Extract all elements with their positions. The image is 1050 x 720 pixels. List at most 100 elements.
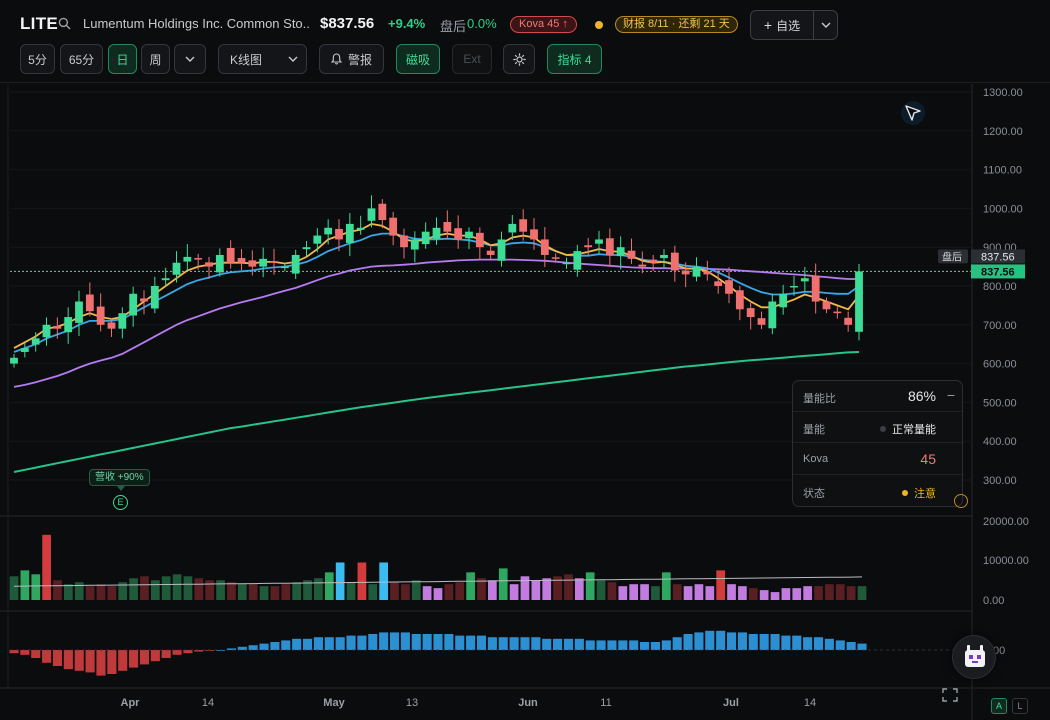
interval-day[interactable]: 日 bbox=[108, 44, 137, 74]
plus-icon: + bbox=[763, 17, 773, 33]
macd-bar bbox=[444, 634, 454, 650]
macd-bar bbox=[183, 650, 193, 654]
candle-body bbox=[616, 247, 625, 257]
log-scale-button[interactable]: L bbox=[1012, 698, 1028, 714]
macd-bar bbox=[661, 640, 671, 650]
candles bbox=[10, 195, 863, 368]
macd-bar bbox=[335, 637, 345, 650]
header-bar: LITE Lumentum Holdings Inc. Common Sto..… bbox=[0, 0, 1050, 48]
macd-bar bbox=[259, 643, 269, 650]
volume-bar bbox=[585, 572, 595, 600]
macd-bar bbox=[63, 650, 73, 670]
assistant-bot-icon[interactable] bbox=[952, 635, 996, 679]
volume-bar bbox=[74, 582, 84, 600]
earnings-badge[interactable]: 财报 8/11 · 还剩 21 天 bbox=[615, 16, 738, 33]
volume-bar bbox=[814, 586, 823, 600]
macd-bar bbox=[846, 642, 856, 650]
ticker-symbol[interactable]: LITE bbox=[20, 14, 59, 33]
volume-bar bbox=[96, 584, 106, 600]
candle-body bbox=[248, 260, 257, 267]
volume-bar bbox=[292, 582, 302, 600]
volume-bar bbox=[803, 586, 812, 600]
chevron-down-icon bbox=[185, 56, 195, 62]
collapse-button[interactable]: − bbox=[946, 387, 955, 403]
candle-body bbox=[10, 357, 18, 364]
macd-bar bbox=[205, 650, 215, 651]
candle-body bbox=[649, 259, 658, 263]
volume-bar bbox=[324, 572, 334, 600]
interval-65min[interactable]: 65分 bbox=[60, 44, 103, 74]
search-icon[interactable] bbox=[58, 17, 71, 30]
candle-body bbox=[811, 275, 820, 302]
fullscreen-icon[interactable] bbox=[940, 686, 960, 704]
indicators-button[interactable]: 指标 4 bbox=[547, 44, 602, 74]
volume-tick-label: 20000.00 bbox=[983, 516, 1029, 528]
add-watchlist-button[interactable]: + 自选 bbox=[751, 11, 813, 39]
macd-bar bbox=[813, 637, 824, 650]
candle-body bbox=[215, 254, 224, 273]
earnings-marker-icon[interactable]: E bbox=[113, 495, 128, 510]
volume-bar bbox=[716, 570, 726, 600]
volume-bar bbox=[42, 534, 51, 600]
volume-bar bbox=[259, 586, 269, 600]
kova-badge[interactable]: Kova 45 ↑ bbox=[510, 16, 577, 33]
chart-type-label: K线图 bbox=[230, 52, 263, 67]
candle-body bbox=[519, 219, 528, 232]
price-axis: 1300.001200.001100.001000.00900.00800.00… bbox=[938, 87, 1029, 657]
time-tick-label: Jul bbox=[723, 697, 739, 709]
macd-bar bbox=[52, 650, 63, 666]
volume-bar bbox=[401, 584, 410, 600]
volume-bar bbox=[31, 574, 41, 600]
interval-week[interactable]: 周 bbox=[141, 44, 170, 74]
after-hours-tag: 盘后 bbox=[942, 250, 962, 263]
macd-bar bbox=[748, 634, 758, 650]
price-tick-label: 1300.00 bbox=[983, 87, 1023, 99]
volume-bar bbox=[270, 586, 280, 600]
kova-label: Kova bbox=[803, 453, 829, 465]
earnings-note-pill[interactable]: 营收 +90% bbox=[89, 469, 150, 486]
price-tick-label: 1000.00 bbox=[983, 203, 1023, 215]
volume-bar bbox=[129, 578, 138, 600]
alert-button[interactable]: 警报 bbox=[319, 44, 384, 74]
volume-tick-label: 0.00 bbox=[983, 595, 1004, 607]
macd-bar bbox=[553, 638, 563, 650]
candle-body bbox=[31, 338, 40, 345]
extended-hours-toggle[interactable]: Ext bbox=[452, 44, 492, 74]
volume-bars bbox=[9, 534, 867, 600]
interval-5min[interactable]: 5分 bbox=[20, 44, 55, 74]
volume-bar bbox=[835, 584, 845, 600]
header-divider bbox=[0, 82, 1050, 83]
watchlist-dropdown[interactable] bbox=[814, 11, 838, 39]
macd-bar bbox=[324, 637, 334, 650]
price-tick-label: 1200.00 bbox=[983, 126, 1023, 138]
volume-bar bbox=[759, 590, 769, 600]
chart-type-select[interactable]: K线图 bbox=[218, 44, 307, 74]
auto-scale-button[interactable]: A bbox=[991, 698, 1007, 714]
macd-bar bbox=[302, 638, 313, 650]
macd-bar bbox=[476, 635, 487, 650]
macd-bar bbox=[9, 650, 19, 654]
macd-bar bbox=[835, 640, 845, 650]
alert-marker-icon[interactable] bbox=[954, 494, 968, 508]
candle-body bbox=[53, 325, 62, 329]
pill-pointer bbox=[117, 486, 125, 491]
price-tick-label: 1100.00 bbox=[983, 165, 1022, 177]
theme-toggle[interactable] bbox=[503, 44, 535, 74]
after-hours-label: 盘后 bbox=[440, 19, 467, 34]
macd-bar bbox=[20, 650, 30, 655]
macd-bar bbox=[248, 645, 258, 650]
price-chart[interactable]: 1300.001200.001100.001000.00900.00800.00… bbox=[0, 84, 1050, 720]
candle-body bbox=[605, 238, 614, 255]
volume-bar bbox=[498, 568, 508, 600]
status-label: 状态 bbox=[803, 488, 825, 500]
candle-body bbox=[844, 317, 853, 325]
candle-body bbox=[96, 306, 105, 325]
macd-bar bbox=[857, 643, 867, 650]
panel-row-volume: 量能 正常量能 bbox=[793, 412, 964, 443]
candle-body bbox=[475, 232, 484, 248]
magnet-toggle[interactable]: 磁吸 bbox=[396, 44, 440, 74]
macd-bar bbox=[563, 638, 574, 650]
volume-bar bbox=[672, 584, 682, 600]
candle-body bbox=[573, 251, 582, 270]
interval-more-dropdown[interactable] bbox=[174, 44, 206, 74]
